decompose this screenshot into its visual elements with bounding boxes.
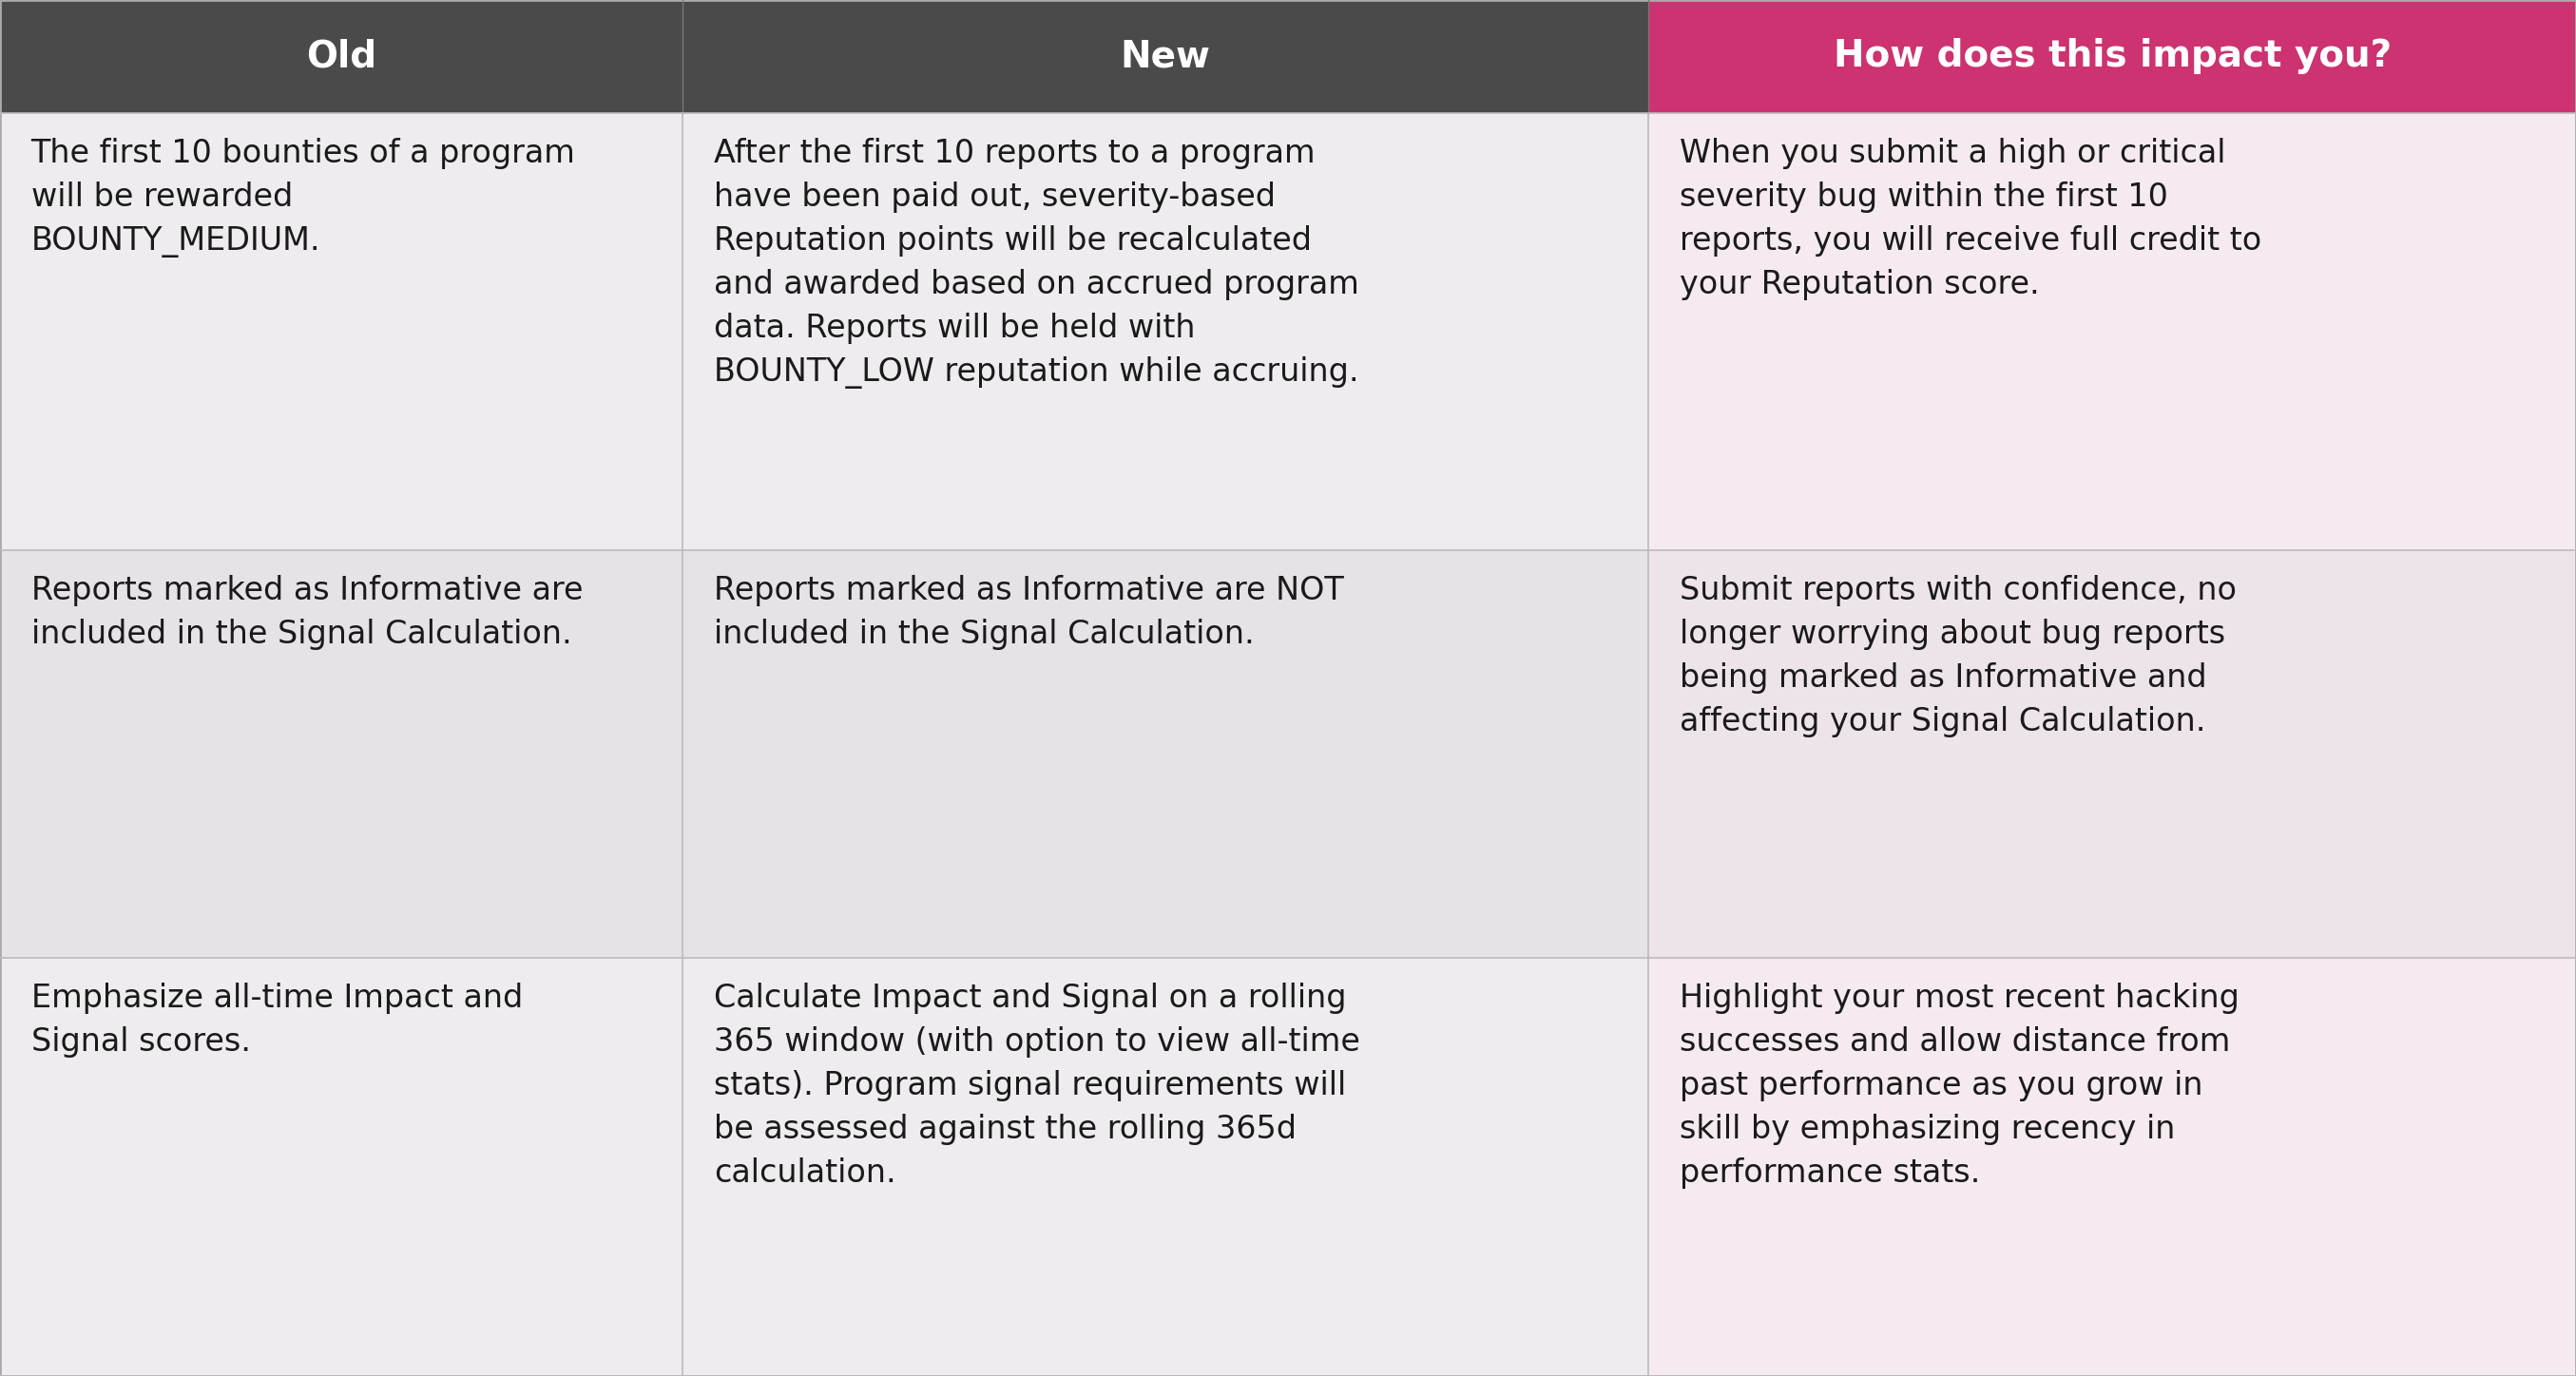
Text: When you submit a high or critical
severity bug within the first 10
reports, you: When you submit a high or critical sever… xyxy=(1680,138,2262,300)
Text: How does this impact you?: How does this impact you? xyxy=(1834,39,2391,74)
Text: Emphasize all-time Impact and
Signal scores.: Emphasize all-time Impact and Signal sco… xyxy=(31,982,523,1058)
Text: Reports marked as Informative are
included in the Signal Calculation.: Reports marked as Informative are includ… xyxy=(31,575,582,651)
Text: Submit reports with confidence, no
longer worrying about bug reports
being marke: Submit reports with confidence, no longe… xyxy=(1680,575,2236,738)
Bar xyxy=(1649,550,2576,958)
Bar xyxy=(683,550,1649,958)
Text: After the first 10 reports to a program
have been paid out, severity-based
Reput: After the first 10 reports to a program … xyxy=(714,138,1360,388)
Bar xyxy=(683,0,1649,113)
Text: Reports marked as Informative are NOT
included in the Signal Calculation.: Reports marked as Informative are NOT in… xyxy=(714,575,1345,651)
Bar xyxy=(0,0,683,113)
Bar xyxy=(1649,113,2576,550)
Text: The first 10 bounties of a program
will be rewarded
BOUNTY_MEDIUM.: The first 10 bounties of a program will … xyxy=(31,138,574,257)
Text: Old: Old xyxy=(307,39,376,74)
Text: New: New xyxy=(1121,39,1211,74)
Bar xyxy=(683,958,1649,1376)
Text: Highlight your most recent hacking
successes and allow distance from
past perfor: Highlight your most recent hacking succe… xyxy=(1680,982,2239,1189)
Bar xyxy=(0,113,683,550)
Bar xyxy=(0,550,683,958)
Bar xyxy=(1649,958,2576,1376)
Text: Calculate Impact and Signal on a rolling
365 window (with option to view all-tim: Calculate Impact and Signal on a rolling… xyxy=(714,982,1360,1189)
Bar xyxy=(683,113,1649,550)
Bar xyxy=(1649,0,2576,113)
Bar xyxy=(0,958,683,1376)
